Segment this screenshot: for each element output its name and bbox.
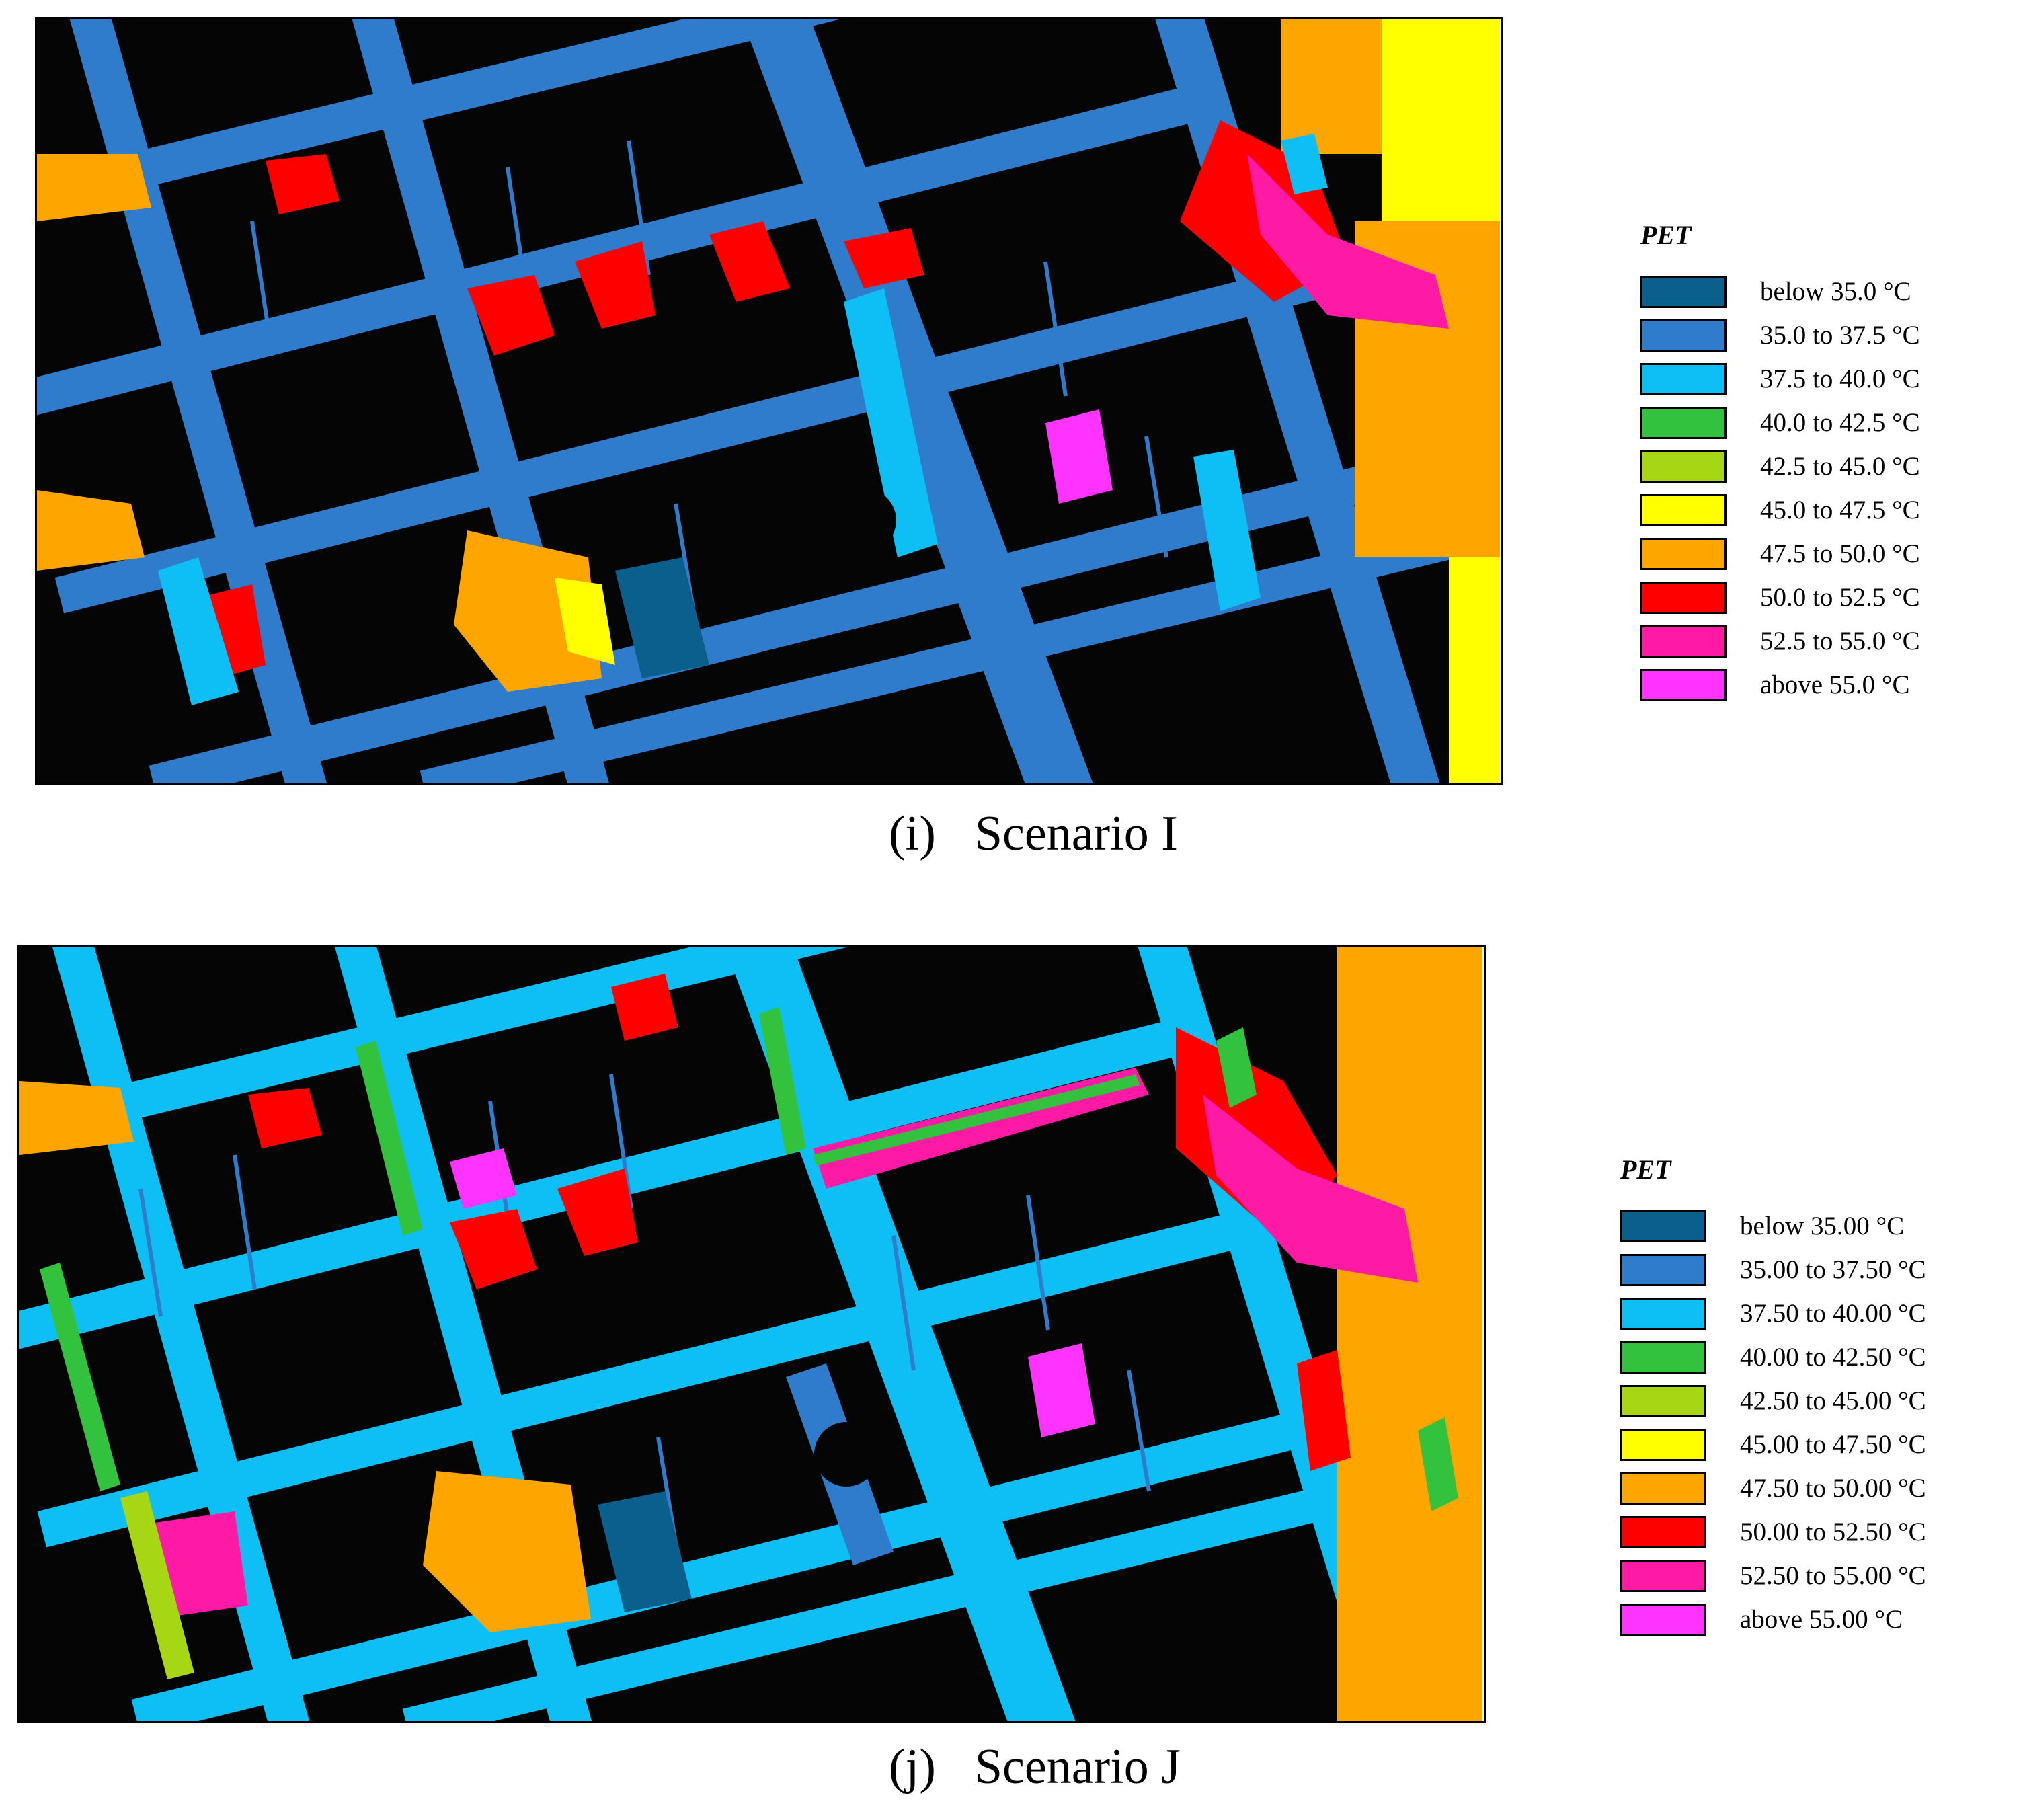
legend-swatch (1640, 450, 1727, 483)
legend-swatch (1620, 1559, 1706, 1592)
legend-swatch (1620, 1472, 1706, 1505)
cool-zones (158, 134, 1328, 705)
caption-title: Scenario I (974, 806, 1178, 861)
legend-swatch (1620, 1384, 1706, 1417)
legend-item: 42.5 to 45.0 °C (1640, 444, 1920, 488)
legend-swatch (1620, 1297, 1706, 1330)
legend-label: 35.00 to 37.50 °C (1740, 1255, 1926, 1284)
legend-label: 47.50 to 50.00 °C (1740, 1474, 1926, 1503)
legend-item: 47.50 to 50.00 °C (1620, 1466, 1926, 1510)
legend-label: 42.5 to 45.0 °C (1760, 452, 1920, 481)
green-zones (40, 1007, 1458, 1679)
legend-swatch (1620, 1428, 1706, 1461)
legend-label: 50.00 to 52.50 °C (1740, 1517, 1926, 1546)
legend-item: below 35.0 °C (1640, 270, 1920, 313)
legend-rows: below 35.00 °C 35.00 to 37.50 °C 37.50 to … (1620, 1204, 1926, 1641)
legend-item: 50.00 to 52.50 °C (1620, 1510, 1926, 1554)
legend-swatch (1640, 275, 1727, 308)
legend-label: 35.0 to 37.5 °C (1760, 321, 1920, 350)
legend-item: 37.50 to 40.00 °C (1620, 1292, 1926, 1335)
legend-label: 37.5 to 40.0 °C (1760, 364, 1920, 393)
legend-item: 47.5 to 50.0 °C (1640, 532, 1920, 576)
legend-swatch (1640, 537, 1727, 570)
legend-item: 37.5 to 40.0 °C (1640, 357, 1920, 401)
panel-scenario-i (35, 17, 1503, 785)
legend-item: 52.5 to 55.0 °C (1640, 619, 1920, 663)
legend-swatch (1620, 1341, 1706, 1374)
legend-label: 52.5 to 55.0 °C (1760, 627, 1920, 656)
pet-map-svg-j (19, 947, 1482, 1721)
legend-label: above 55.00 °C (1740, 1605, 1903, 1634)
caption-title: Scenario J (974, 1739, 1181, 1794)
panel-scenario-j (17, 945, 1486, 1723)
legend-label: below 35.0 °C (1760, 277, 1911, 306)
legend-item: 40.00 to 42.50 °C (1620, 1335, 1926, 1379)
legend-swatch (1640, 493, 1727, 526)
legend-swatch (1640, 362, 1727, 395)
legend-label: 50.0 to 52.5 °C (1760, 583, 1920, 612)
round-building (814, 1422, 879, 1487)
pet-map-scenario-i (37, 19, 1500, 783)
legend-swatch (1620, 1515, 1706, 1548)
legend-item: 42.50 to 45.00 °C (1620, 1379, 1926, 1423)
legend-label: above 55.0 °C (1760, 670, 1910, 699)
legend-item: 50.0 to 52.5 °C (1640, 576, 1920, 619)
legend-label: 47.5 to 50.0 °C (1760, 539, 1920, 568)
legend-label: 37.50 to 40.00 °C (1740, 1299, 1926, 1328)
legend-swatch (1640, 581, 1727, 614)
legend-label: 45.00 to 47.50 °C (1740, 1430, 1926, 1459)
legend-scenario-j: PET below 35.00 °C 35.00 to 37.50 °C 37.50… (1620, 1154, 1926, 1641)
legend-title: PET (1640, 220, 1692, 250)
legend-item: 35.00 to 37.50 °C (1620, 1248, 1926, 1292)
legend-swatch (1640, 406, 1727, 439)
caption-scenario-i: (i) Scenario I (889, 805, 1178, 863)
legend-label: 40.0 to 42.5 °C (1760, 408, 1920, 437)
legend-swatch (1620, 1253, 1706, 1286)
legend-item: above 55.0 °C (1640, 663, 1920, 707)
legend-item: 45.00 to 47.50 °C (1620, 1423, 1926, 1466)
legend-rows: below 35.0 °C 35.0 to 37.5 °C 37.5 to 40.0… (1640, 270, 1920, 707)
legend-scenario-i: PET below 35.0 °C 35.0 to 37.5 °C 37.5 to … (1640, 219, 1920, 707)
legend-label: 40.00 to 42.50 °C (1740, 1343, 1926, 1372)
legend-label: 42.50 to 45.00 °C (1740, 1386, 1926, 1415)
legend-item: 45.0 to 47.5 °C (1640, 488, 1920, 532)
legend-item: 52.50 to 55.00 °C (1620, 1554, 1926, 1597)
pet-map-scenario-j (19, 947, 1482, 1721)
caption-tag: (i) (889, 806, 936, 861)
caption-scenario-j: (j) Scenario J (889, 1739, 1181, 1796)
legend-swatch (1620, 1603, 1706, 1636)
legend-swatch (1620, 1210, 1706, 1242)
caption-tag: (j) (889, 1739, 936, 1794)
legend-label: below 35.00 °C (1740, 1212, 1905, 1240)
legend-swatch (1640, 319, 1727, 352)
pet-map-svg-i (37, 19, 1500, 783)
legend-label: 45.0 to 47.5 °C (1760, 496, 1920, 524)
legend-label: 52.50 to 55.00 °C (1740, 1561, 1926, 1590)
legend-swatch (1640, 625, 1727, 658)
legend-item: 40.0 to 42.5 °C (1640, 401, 1920, 444)
round-building (832, 488, 896, 553)
legend-item: 35.0 to 37.5 °C (1640, 313, 1920, 357)
legend-item: above 55.00 °C (1620, 1597, 1926, 1641)
legend-swatch (1640, 668, 1727, 701)
legend-title: PET (1620, 1154, 1671, 1185)
legend-item: below 35.00 °C (1620, 1204, 1926, 1248)
